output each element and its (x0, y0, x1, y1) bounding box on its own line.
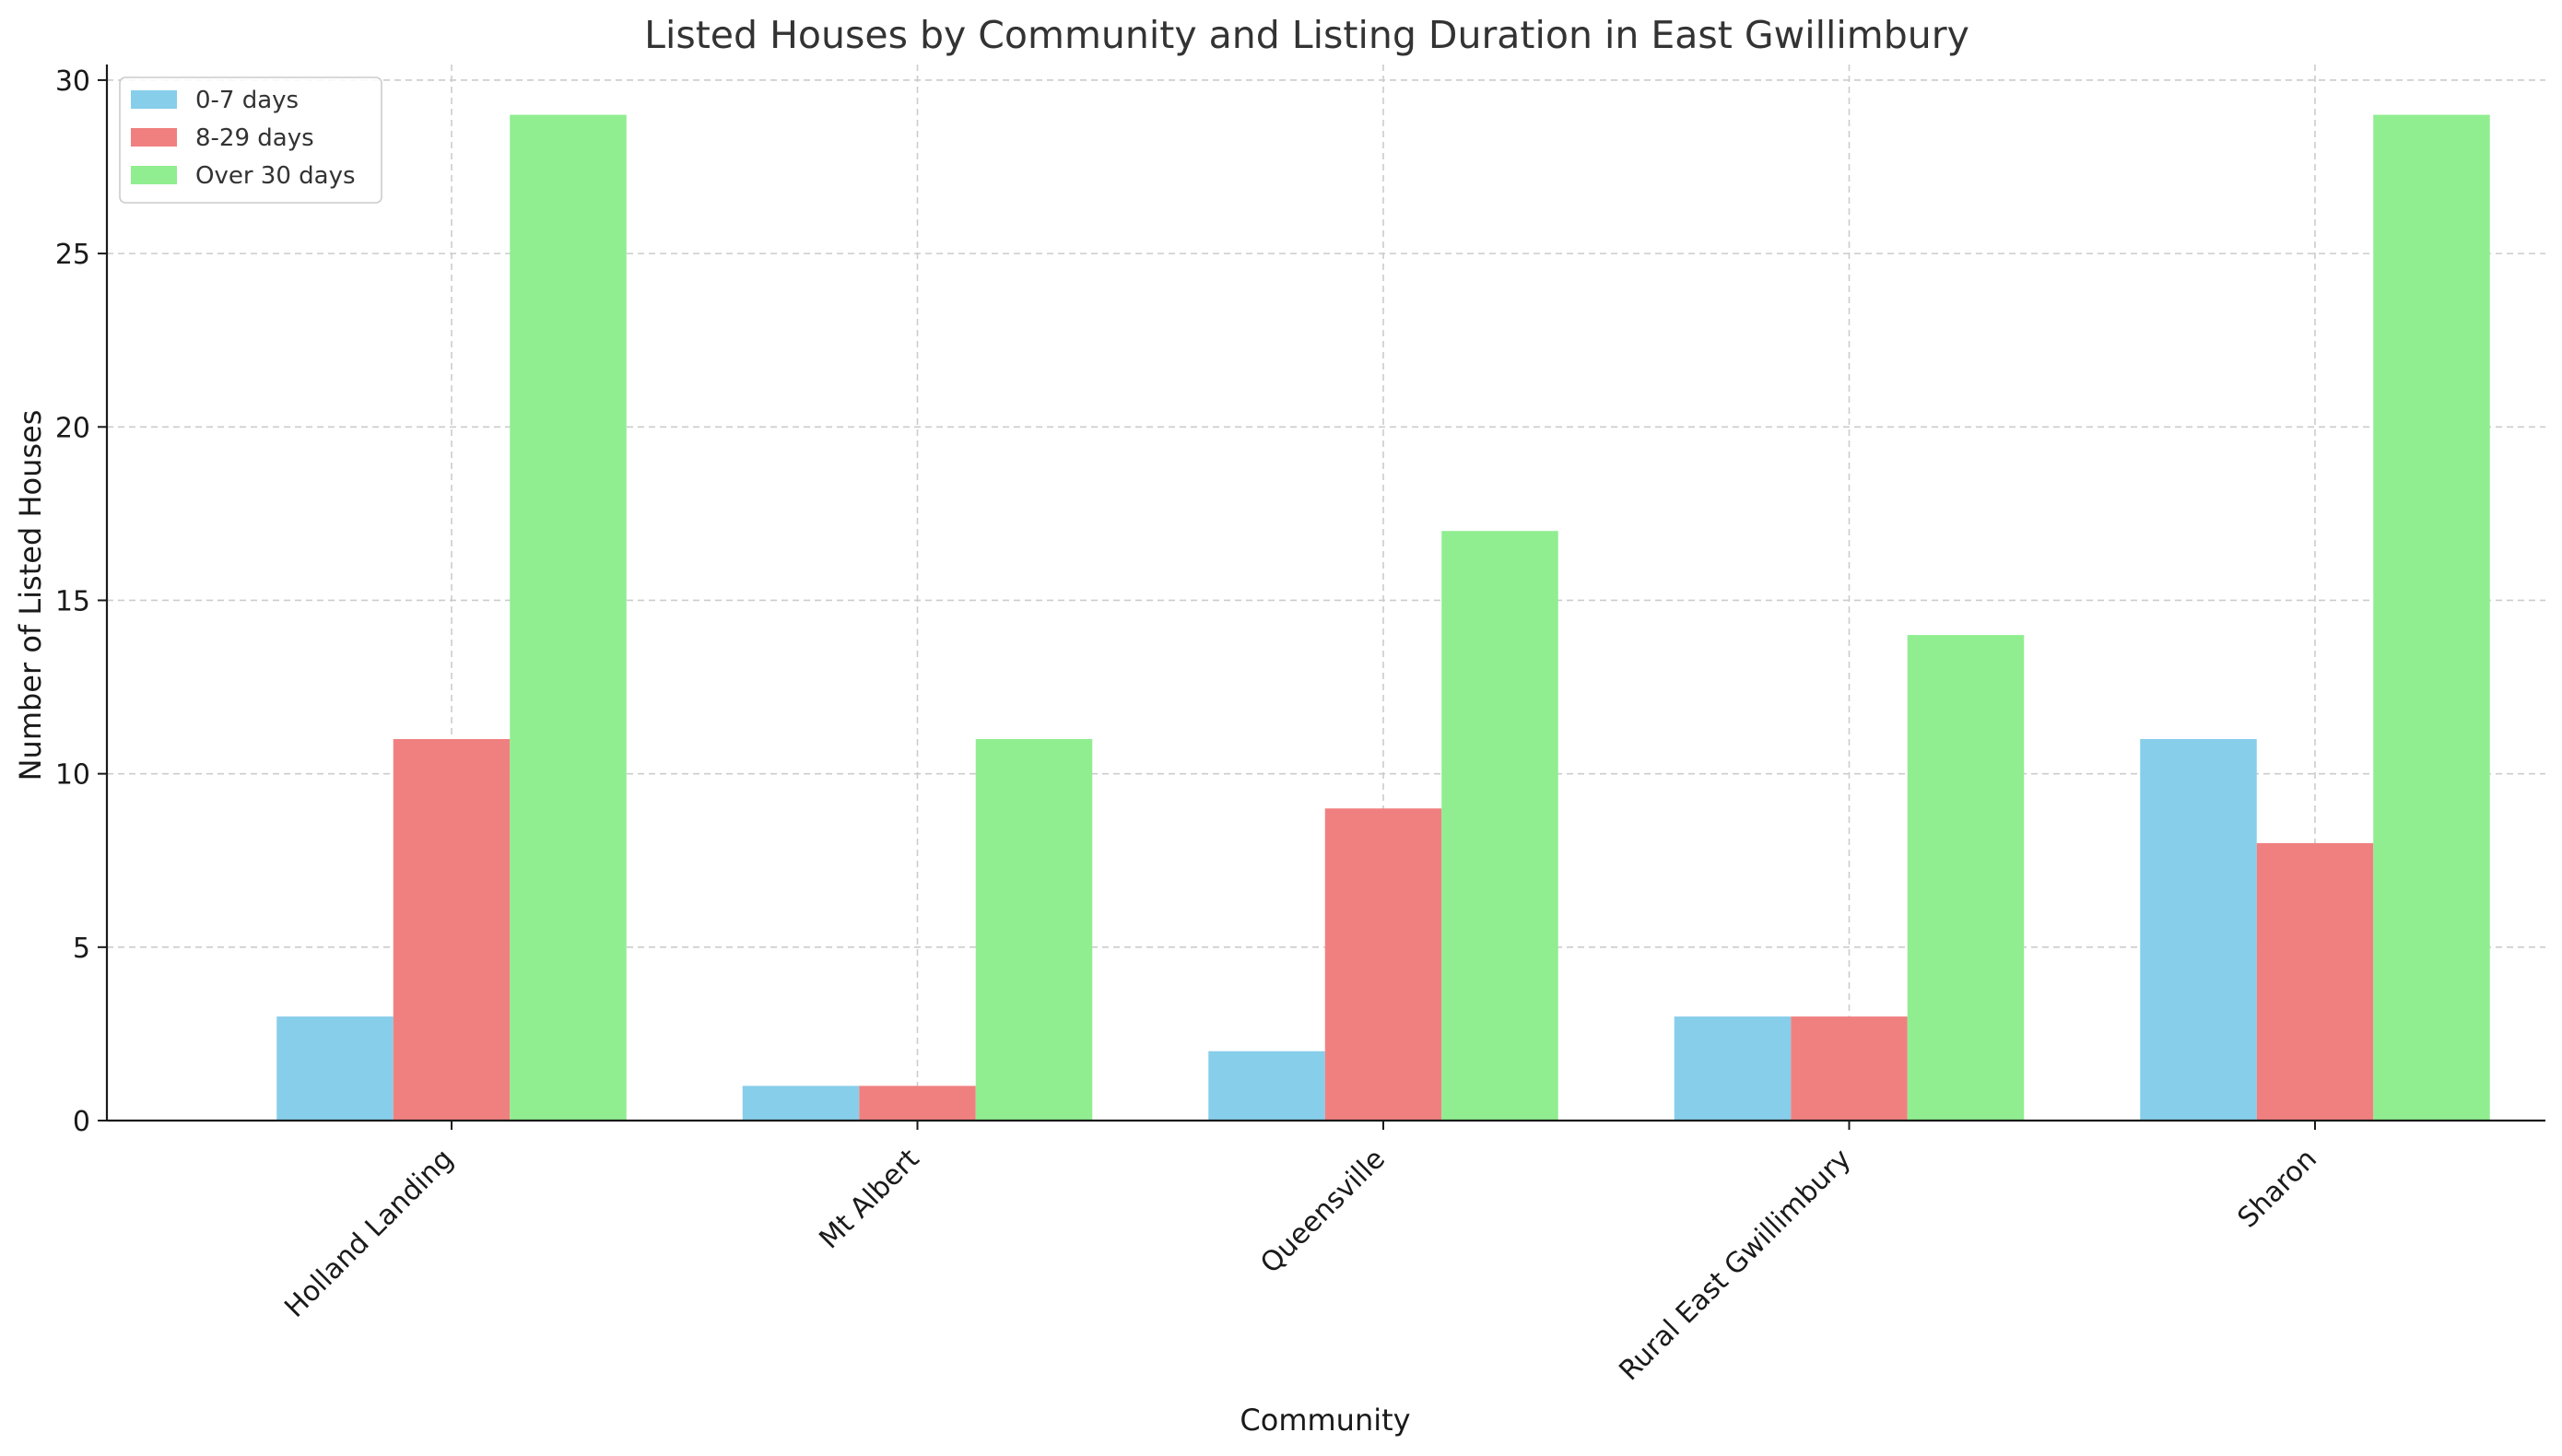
y-axis-label: Number of Listed Houses (13, 410, 48, 781)
legend-label: 8-29 days (195, 124, 314, 152)
x-tick-label: Holland Landing (278, 1143, 460, 1324)
x-tick-label: Queensville (1254, 1143, 1392, 1280)
y-tick-label: 20 (55, 412, 90, 444)
bar (1324, 808, 1442, 1121)
bars (276, 114, 2490, 1121)
legend-swatch (131, 90, 177, 109)
legend-label: Over 30 days (195, 162, 356, 190)
bar (393, 739, 511, 1121)
y-tick-label: 0 (73, 1106, 90, 1138)
axes (98, 65, 2545, 1130)
bar (510, 114, 627, 1121)
y-tick-label: 5 (73, 933, 90, 965)
bar (1674, 1016, 1792, 1121)
legend-swatch (131, 128, 177, 147)
bar (2256, 842, 2374, 1121)
bar (1208, 1051, 1325, 1121)
legend-box (119, 76, 382, 204)
bar (1441, 531, 1558, 1121)
bar (2373, 114, 2490, 1121)
bar (975, 739, 1093, 1121)
legend: 0-7 days 8-29 days Over 30 days (119, 76, 382, 204)
legend-swatch (131, 166, 177, 184)
x-tick-label: Rural East Gwillimbury (1613, 1143, 1857, 1387)
legend-label: 0-7 days (195, 87, 299, 114)
x-tick-label: Mt Albert (813, 1143, 925, 1255)
x-axis-label: Community (1240, 1403, 1410, 1438)
y-tick-label: 30 (55, 65, 90, 98)
bar (859, 1086, 976, 1121)
y-tick-label: 25 (55, 239, 90, 271)
bar (742, 1086, 860, 1121)
y-tick-label: 15 (55, 585, 90, 617)
x-tick-label: Sharon (2232, 1143, 2323, 1234)
y-tick-label: 10 (55, 759, 90, 792)
chart-title: Listed Houses by Community and Listing D… (644, 13, 1969, 57)
bar (1907, 635, 2025, 1121)
bar (2140, 739, 2257, 1121)
bar (1791, 1016, 1908, 1121)
bar (276, 1016, 394, 1121)
